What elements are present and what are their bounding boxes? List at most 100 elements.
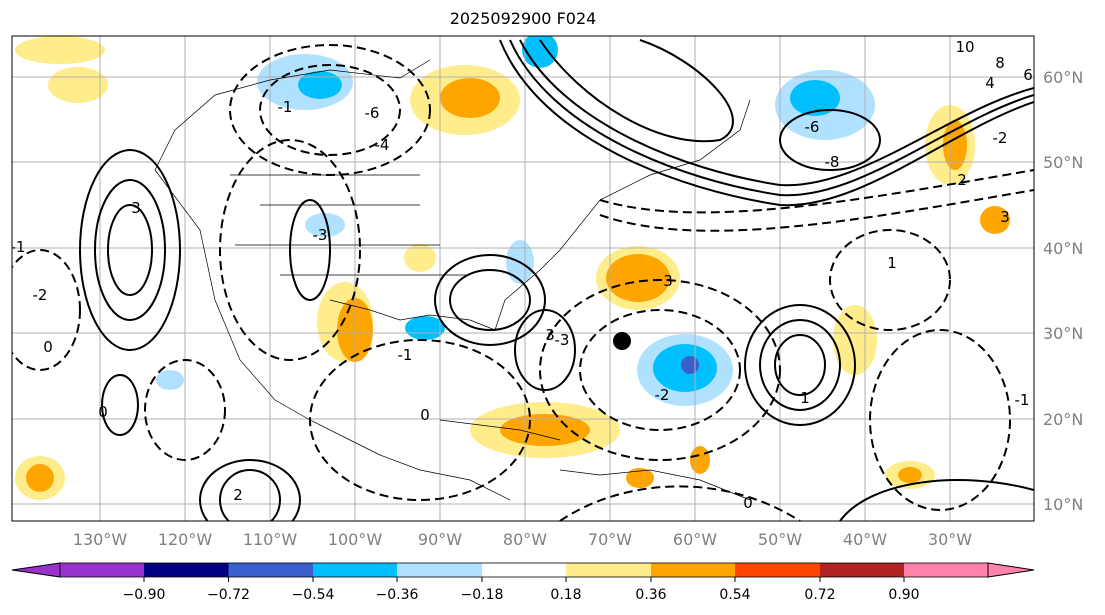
shade-pos xyxy=(404,244,436,272)
colorbar-segment xyxy=(60,563,144,577)
contour-label: 6 xyxy=(1023,66,1033,84)
contour-label: 0 xyxy=(43,338,53,356)
colorbar-tick-label: −0.18 xyxy=(461,587,504,603)
contour-label: -2 xyxy=(993,129,1008,147)
colorbar-outline xyxy=(59,562,989,578)
lat-label: 30°N xyxy=(1043,324,1083,343)
contour-label: -6 xyxy=(805,118,820,136)
lat-label: 20°N xyxy=(1043,410,1083,429)
shade-pos xyxy=(15,36,105,64)
lon-label: 70°W xyxy=(588,530,632,549)
contour-label: -1 xyxy=(1015,391,1030,409)
lon-label: 130°W xyxy=(73,530,128,549)
map-frame xyxy=(11,35,1035,522)
colorbar-tick-label: −0.54 xyxy=(292,587,335,603)
shade-neg xyxy=(790,80,840,116)
colorbar-extend-min xyxy=(11,562,61,578)
lon-label: 40°W xyxy=(843,530,887,549)
colorbar-tick-label: 0.54 xyxy=(719,587,750,603)
shade-neg xyxy=(522,36,558,68)
contour-label: -3 xyxy=(555,331,570,349)
lon-label: 60°W xyxy=(673,530,717,549)
contour-label: 2 xyxy=(957,171,967,189)
colorbar-segment xyxy=(735,563,820,577)
shade-neg xyxy=(305,213,345,237)
lon-label: 50°W xyxy=(758,530,802,549)
contour-label: 4 xyxy=(985,74,995,92)
colorbar: −0.90 −0.72 −0.54 −0.36 −0.18 0.18 0.36 0.54 0.7… xyxy=(11,562,1035,603)
colorbar-tick-label: −0.72 xyxy=(207,587,250,603)
colorbar-tick-label: 0.18 xyxy=(550,587,581,603)
solid-contours xyxy=(79,39,1034,521)
colorbar-segment xyxy=(144,563,229,577)
colorbar-segment xyxy=(482,563,566,577)
colorbar-segment xyxy=(651,563,735,577)
shade-pos xyxy=(26,464,54,492)
shade-neg xyxy=(298,71,342,99)
colorbar-tick-label: −0.36 xyxy=(376,587,419,603)
shade-pos xyxy=(833,305,877,375)
contour-label: 1 xyxy=(887,254,897,272)
shade-neg xyxy=(681,356,699,374)
lat-label: 40°N xyxy=(1043,239,1083,258)
contour-label: 2 xyxy=(233,486,243,504)
colorbar-tick-label: 0.90 xyxy=(888,587,919,603)
map-title: 2025092900 F024 xyxy=(449,9,597,28)
contour-label: 10 xyxy=(955,38,974,56)
longitude-labels: 130°W 120°W 110°W 100°W 90°W 80°W 70°W 60°W 50°W… xyxy=(73,530,972,549)
colorbar-extend-max xyxy=(987,562,1035,578)
contour-label: -8 xyxy=(825,153,840,171)
contour-label: 0 xyxy=(743,494,753,512)
shade-pos xyxy=(626,468,654,488)
shade-neg xyxy=(156,370,184,390)
storm-center-marker xyxy=(613,332,631,350)
lon-label: 100°W xyxy=(328,530,383,549)
contour-label: -4 xyxy=(375,136,390,154)
shaded-anomalies xyxy=(15,36,1010,500)
shade-pos xyxy=(440,78,500,118)
contour-label: 3 xyxy=(1000,208,1010,226)
contour-label: -6 xyxy=(365,104,380,122)
graticule xyxy=(12,36,1034,521)
colorbar-segment xyxy=(820,563,904,577)
lat-label: 60°N xyxy=(1043,68,1083,87)
contour-label: 1 xyxy=(800,389,810,407)
contour-label: 8 xyxy=(995,54,1005,72)
colorbar-segment xyxy=(904,563,988,577)
lon-label: 80°W xyxy=(503,530,547,549)
lon-label: 120°W xyxy=(158,530,213,549)
colorbar-segment xyxy=(397,563,482,577)
lon-label: 90°W xyxy=(418,530,462,549)
contour-label: 0 xyxy=(98,403,108,421)
contour-label: -1 xyxy=(278,98,293,116)
colorbar-tick-label: 0.36 xyxy=(635,587,666,603)
contour-label: -1 xyxy=(398,346,413,364)
contour-label: -3 xyxy=(313,226,328,244)
lat-label: 50°N xyxy=(1043,153,1083,172)
latitude-labels: 60°N 50°N 40°N 30°N 20°N 10°N xyxy=(1043,68,1083,514)
shade-neg xyxy=(405,316,445,340)
shade-pos xyxy=(606,254,670,302)
lon-label: 110°W xyxy=(243,530,298,549)
shade-pos xyxy=(690,446,710,474)
colorbar-segment xyxy=(228,563,313,577)
colorbar-tick-label: 0.72 xyxy=(804,587,835,603)
colorbar-tick-label: −0.90 xyxy=(123,587,166,603)
coastlines xyxy=(154,59,751,501)
contour-label: 0 xyxy=(420,406,430,424)
dashed-contours xyxy=(12,44,1034,521)
colorbar-segment xyxy=(313,563,397,577)
shade-pos xyxy=(48,67,108,103)
contour-label: 3 xyxy=(663,272,673,290)
contour-label: -2 xyxy=(33,286,48,304)
contour-label: 3 xyxy=(131,199,141,217)
colorbar-segment xyxy=(566,563,651,577)
shade-pos xyxy=(898,467,922,483)
contour-label: 3 xyxy=(545,326,555,344)
contour-label: -2 xyxy=(655,386,670,404)
shade-pos xyxy=(980,206,1010,234)
